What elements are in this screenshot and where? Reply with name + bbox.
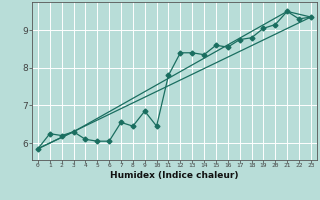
X-axis label: Humidex (Indice chaleur): Humidex (Indice chaleur) [110, 171, 239, 180]
